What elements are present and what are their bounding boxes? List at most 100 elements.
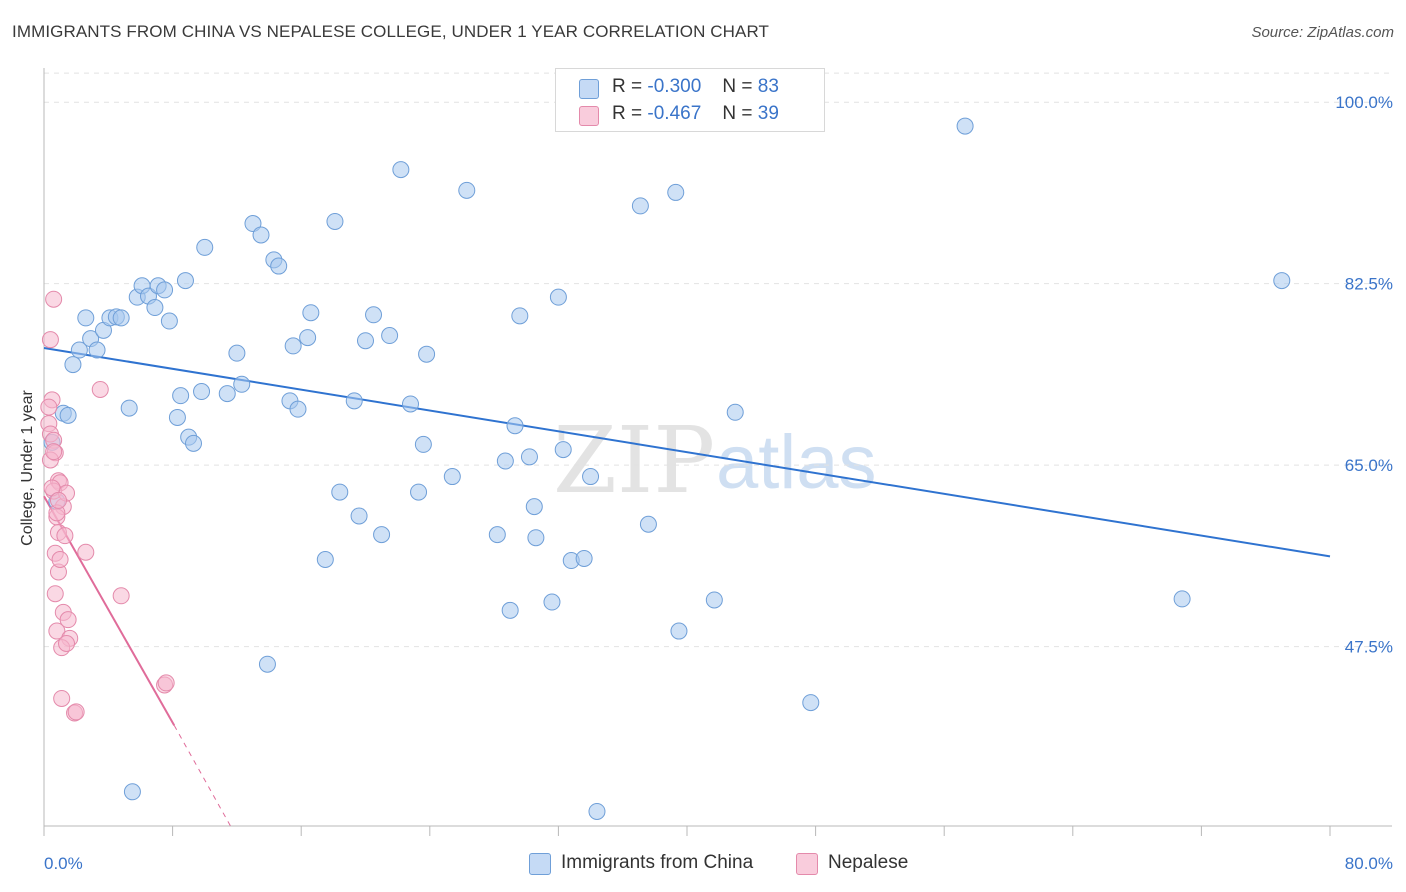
china-point [176, 272, 194, 290]
china-point [184, 434, 202, 452]
china-point [501, 601, 519, 619]
legend-label-nepalese: Nepalese [828, 852, 909, 873]
china-point [705, 591, 723, 609]
r-value: -0.300 [647, 76, 702, 97]
series-legend: Immigrants from China Nepalese [0, 850, 1406, 880]
nepalese-point [40, 398, 58, 416]
china-point [123, 783, 141, 801]
china-point [418, 345, 436, 363]
china-point [506, 417, 524, 435]
nepalese-point [45, 443, 63, 461]
china-point [70, 341, 88, 359]
n-label: N = [722, 103, 753, 124]
china-point [496, 452, 514, 470]
china-point [350, 507, 368, 525]
stats-text: R = -0.300 N = 83 [612, 76, 779, 98]
y-tick-label: 100.0% [1335, 93, 1393, 112]
china-point [365, 306, 383, 324]
china-point [168, 408, 186, 426]
china-point [302, 304, 320, 322]
watermark-zip: ZIP [553, 407, 715, 514]
axes [43, 68, 1392, 836]
nepalese-point [59, 611, 77, 629]
china-point [1273, 272, 1291, 290]
r-value: -0.467 [647, 103, 702, 124]
r-label: R = [612, 103, 643, 124]
nepalese-point [58, 634, 76, 652]
china-point [258, 655, 276, 673]
china-point [527, 529, 545, 547]
china-point [289, 400, 307, 418]
china-point [326, 212, 344, 230]
china-point [667, 183, 685, 201]
china-trend-line [43, 346, 1331, 558]
n-value: 83 [757, 76, 779, 97]
china-point [554, 441, 572, 459]
china-point [639, 515, 657, 533]
china-point [1173, 590, 1191, 608]
legend-swatch-china [579, 79, 599, 99]
china-point [956, 117, 974, 135]
legend-label-china: Immigrants from China [561, 852, 754, 873]
china-point [228, 344, 246, 362]
china-point [196, 238, 214, 256]
china-point [549, 288, 567, 306]
china-point [88, 341, 106, 359]
nepalese-point [41, 331, 59, 349]
china-point [588, 802, 606, 820]
nepalese-point [53, 689, 71, 707]
nepalese-point [49, 491, 67, 509]
watermark: ZIP atlas [553, 407, 877, 514]
china-point [402, 395, 420, 413]
china-point [331, 483, 349, 501]
stats-legend: R = -0.300 N = 83 R = -0.467 N = 39 [555, 68, 825, 132]
china-point [670, 622, 688, 640]
nepalese-point [77, 543, 95, 561]
china-point [488, 526, 506, 544]
china-point [77, 309, 95, 327]
china-point [193, 383, 211, 401]
china-point [414, 435, 432, 453]
nepalese-point [56, 527, 74, 545]
nepalese-point [46, 585, 64, 603]
china-point [582, 468, 600, 486]
nepalese-point [45, 290, 63, 308]
china-point [373, 526, 391, 544]
x-tick-label: 0.0% [44, 854, 83, 873]
china-point [64, 356, 82, 374]
china-point [252, 226, 270, 244]
x-tick-label: 80.0% [1345, 854, 1393, 873]
china-point [146, 299, 164, 317]
tick-labels: 47.5% 65.0% 82.5% 100.0% 0.0% 80.0% [44, 93, 1393, 873]
china-point [726, 403, 744, 421]
nepalese-point [67, 703, 85, 721]
y-tick-label: 47.5% [1345, 638, 1393, 657]
n-value: 39 [757, 103, 779, 124]
china-point [299, 329, 317, 347]
legend-swatch-nepalese [579, 106, 599, 126]
r-label: R = [612, 76, 643, 97]
china-point [802, 694, 820, 712]
china-point [59, 406, 77, 424]
data-points [40, 117, 1291, 820]
n-label: N = [722, 76, 753, 97]
china-point [218, 385, 236, 403]
legend-swatch-nepalese [796, 853, 818, 875]
chart-title: IMMIGRANTS FROM CHINA VS NEPALESE COLLEG… [12, 22, 770, 41]
nepalese-point [91, 380, 109, 398]
china-point [120, 399, 138, 417]
watermark-atlas: atlas [716, 420, 877, 505]
china-point [511, 307, 529, 325]
china-point [316, 551, 334, 569]
china-point [345, 392, 363, 410]
chart-source: Source: ZipAtlas.com [1251, 24, 1394, 41]
legend-swatch-china [529, 853, 551, 875]
china-point [525, 498, 543, 516]
y-tick-label: 82.5% [1345, 275, 1393, 294]
china-point [575, 549, 593, 567]
china-point [381, 327, 399, 345]
china-point [270, 257, 288, 275]
china-point [172, 387, 190, 405]
china-point [284, 337, 302, 355]
